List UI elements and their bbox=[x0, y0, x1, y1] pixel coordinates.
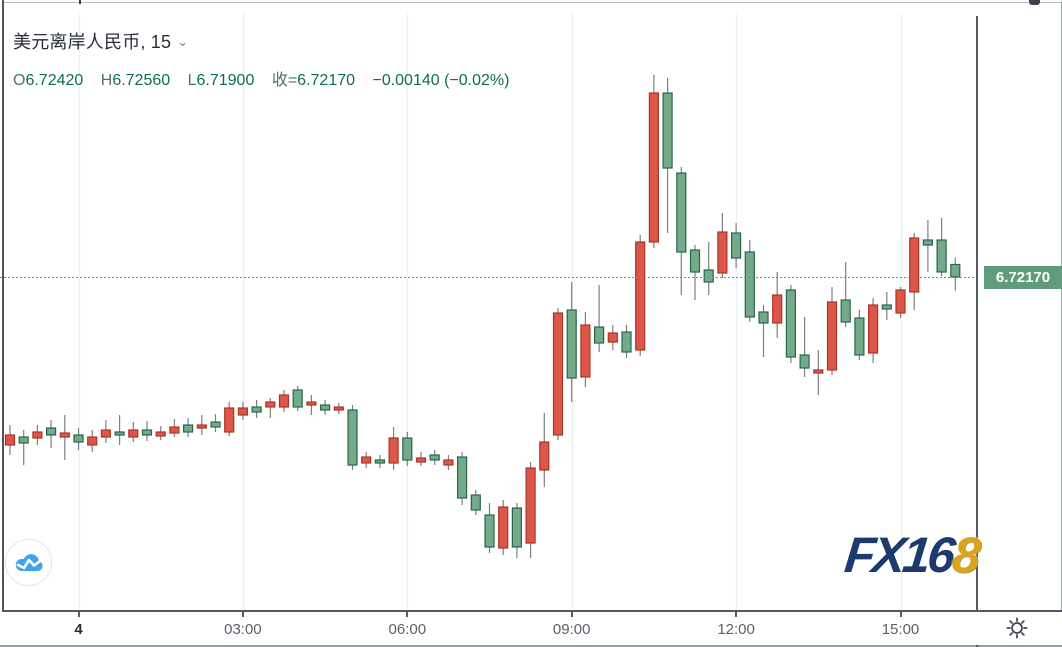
top-edge-marker bbox=[1029, 0, 1040, 5]
change-value: −0.00140 (−0.02%) bbox=[372, 72, 510, 89]
settings-gear-icon bbox=[1006, 617, 1028, 639]
chart-legend: 美元离岸人民币, 15 ⌄ O6.72420 H6.72560 L6.71900 … bbox=[13, 28, 522, 90]
chevron-down-icon[interactable]: ⌄ bbox=[177, 34, 189, 49]
low-label: L bbox=[187, 72, 197, 89]
candlestick-chart[interactable] bbox=[0, 0, 976, 610]
last-price-badge: 6.72170 bbox=[984, 265, 1062, 289]
top-border bbox=[3, 2, 1062, 3]
settings-gear-button[interactable] bbox=[1006, 617, 1028, 639]
fx168-watermark-blue: FX16 bbox=[842, 527, 956, 583]
low-value: 6.71900 bbox=[196, 72, 255, 89]
open-value: 6.72420 bbox=[25, 72, 84, 89]
left-border bbox=[2, 0, 4, 647]
chart-logo-button[interactable] bbox=[5, 539, 52, 586]
high-value: 6.72560 bbox=[112, 72, 171, 89]
high-label: H bbox=[100, 72, 113, 89]
time-axis[interactable]: 4 03:00 06:00 09:00 12:00 15:00 bbox=[0, 612, 1062, 645]
price-axis-separator bbox=[976, 16, 978, 647]
open-label: O bbox=[13, 72, 26, 89]
time-label: 12:00 bbox=[717, 621, 755, 638]
time-label: 03:00 bbox=[224, 621, 262, 638]
close-label: 收= bbox=[271, 72, 298, 89]
symbol-title[interactable]: 美元离岸人民币, 15 bbox=[13, 32, 172, 52]
time-axis-separator bbox=[2, 610, 1062, 612]
time-tick bbox=[241, 612, 244, 617]
time-tick bbox=[899, 612, 902, 617]
time-tick bbox=[570, 612, 573, 617]
time-label: 15:00 bbox=[881, 621, 920, 638]
bottom-border bbox=[0, 645, 1062, 647]
time-tick bbox=[77, 612, 80, 617]
ohlc-row: O6.72420 H6.72560 L6.71900 收=6.72170 −0.… bbox=[13, 66, 522, 90]
price-axis[interactable] bbox=[978, 16, 1062, 610]
time-tick bbox=[406, 612, 409, 617]
session-top-tick bbox=[79, 0, 81, 4]
time-tick bbox=[735, 612, 738, 617]
cloud-chart-icon bbox=[15, 553, 43, 571]
time-label: 06:00 bbox=[388, 621, 427, 638]
close-value: 6.72170 bbox=[297, 72, 356, 89]
time-label: 4 bbox=[74, 621, 83, 638]
time-label: 09:00 bbox=[552, 621, 591, 638]
fx168-watermark: FX168 bbox=[842, 527, 980, 583]
